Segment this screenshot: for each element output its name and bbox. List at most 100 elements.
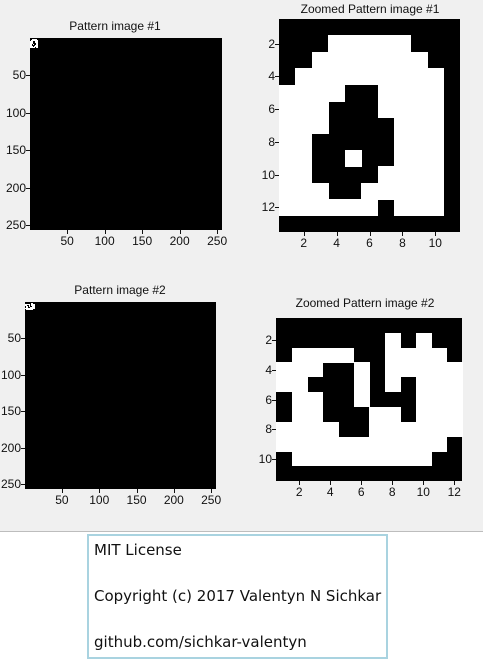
pattern-pixel [276,421,292,437]
pattern-pixel [26,306,28,307]
pattern-pixel [307,451,323,467]
y-tick-mark [26,112,30,114]
pattern-pixel [30,41,31,43]
pattern-image-2 [25,302,216,489]
pattern-pixel [29,305,30,307]
pattern-pixel [31,309,33,311]
x-tick-label: 150 [126,493,147,507]
github-link[interactable]: github.com/sichkar-valentyn [94,633,307,651]
pattern-pixel [34,41,36,43]
zoomed-pattern-image-2 [276,318,463,481]
pattern-pixel [35,43,37,45]
x-tick-label: 6 [366,236,373,250]
pattern-pixel [410,117,428,135]
pattern-pixel [30,46,31,47]
pattern-pixel [369,451,385,467]
y-tick-label: 10 [261,167,275,182]
copyright-line: Copyright (c) 2017 Valentyn N Sichkar [94,587,382,605]
pattern-pixel [384,406,401,422]
x-tick-mark [330,481,332,485]
pattern-pixel [30,42,31,44]
pattern-pixel [394,166,412,184]
y-tick-mark [275,43,279,45]
x-tick-label: 50 [55,493,69,507]
pattern-pixel [33,304,35,306]
y-tick-mark [272,399,276,401]
pattern-pixel [36,41,38,43]
pattern-pixel [384,347,401,363]
pattern-pixel [279,117,296,135]
pattern-pixel [427,117,445,135]
pattern-pixel [26,309,28,311]
pattern-pixel [30,308,32,310]
pattern-pixel [30,44,32,46]
y-tick-mark [272,340,276,342]
pattern-pixel [35,46,37,47]
pattern-pixel [26,304,28,306]
pattern-pixel [311,100,329,118]
x-tick-label: 250 [201,493,222,507]
pattern-pixel [415,421,432,437]
pattern-pixel [32,307,34,309]
pattern-pixel [31,307,33,309]
x-tick-label: 150 [132,234,153,248]
pattern-pixel [35,39,37,41]
pattern-pixel [446,392,463,408]
pattern-pixel [34,46,35,47]
pattern-pixel [37,41,39,43]
pattern-pixel [28,308,30,310]
pattern-pixel [33,307,34,309]
pattern-pixel [384,421,401,437]
pattern-pixel [37,46,39,47]
pattern-pixel [415,451,432,467]
license-title: MIT License [94,541,182,559]
pattern-pixel [32,41,34,43]
pattern-pixel [394,199,412,217]
pattern-pixel [328,84,346,102]
x-tick-mark [217,230,219,234]
x-tick-mark [179,230,181,234]
pattern-pixel [35,42,37,43]
pattern-pixel [30,44,31,46]
x-tick-mark [392,481,394,485]
y-tick-mark [26,75,30,77]
pattern-pixel [36,42,38,44]
pattern-pixel [295,84,313,102]
pattern-pixel [36,40,38,42]
license-box: MIT License Copyright (c) 2017 Valentyn … [87,534,388,659]
pattern-pixel [35,45,37,47]
pattern-pixel [344,35,362,53]
pattern-pixel [279,100,296,118]
pattern-pixel [377,84,395,102]
y-tick-mark [275,76,279,78]
pattern-pixel [27,307,29,309]
pattern-pixel [322,421,339,437]
y-tick-mark [272,429,276,431]
pattern-pixel [377,51,395,69]
pattern-pixel [25,306,27,307]
y-tick-mark [21,484,25,486]
pattern-pixel [30,46,31,48]
pattern-pixel [415,332,432,348]
y-tick-mark [21,447,25,449]
pattern-pixel [31,46,33,48]
x-tick-mark [136,489,138,493]
pattern-pixel [377,182,395,200]
pattern-pixel [32,309,34,311]
pattern-pixel [37,42,39,43]
pattern-pixel [415,362,432,378]
pattern-pixel [30,42,32,43]
pattern-pixel [338,451,354,467]
pattern-pixel [279,199,296,217]
pattern-pixel [35,38,37,40]
pattern-pixel [295,68,313,86]
pattern-pixel [36,46,38,48]
x-tick-mark [104,230,106,234]
pattern-pixel [37,44,39,46]
pattern-pixel [30,305,32,307]
pattern-pixel [28,303,30,305]
pattern-pixel [291,347,308,363]
pattern-pixel [361,68,379,86]
y-tick-label: 250 [0,477,21,492]
pattern-pixel [394,182,412,200]
